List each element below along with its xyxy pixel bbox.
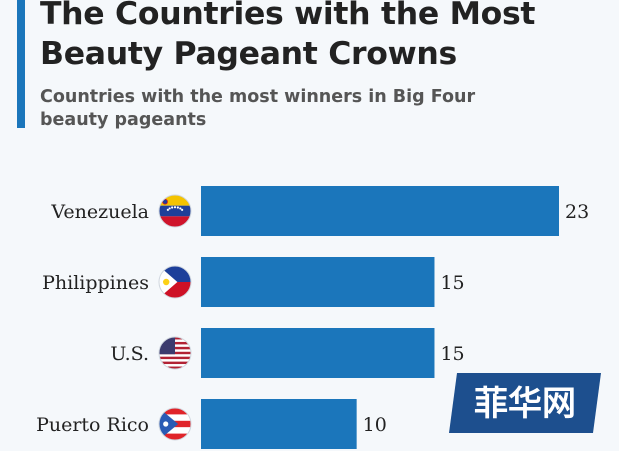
bar-row: Philippines 15 xyxy=(42,257,465,307)
bar-row: Puerto Rico 10 xyxy=(36,399,387,449)
puerto-rico-flag-icon xyxy=(158,407,192,441)
venezuela-flag-icon xyxy=(158,194,192,228)
value-label: 23 xyxy=(565,201,589,223)
bar-venezuela xyxy=(201,186,559,236)
category-label: Puerto Rico xyxy=(36,414,149,436)
bar-row: Venezuela 23 xyxy=(50,186,589,236)
watermark-logo: 菲华网 xyxy=(449,373,601,433)
category-label: Venezuela xyxy=(50,201,149,223)
value-label: 10 xyxy=(363,414,387,436)
us-flag-icon xyxy=(158,336,192,370)
watermark-text: 菲华网 xyxy=(474,384,576,424)
chart-title: The Countries with the Most Beauty Pagea… xyxy=(40,0,536,72)
category-label: U.S. xyxy=(110,343,149,365)
value-label: 15 xyxy=(440,272,464,294)
category-label: Philippines xyxy=(42,272,149,294)
bar-puerto-rico xyxy=(201,399,357,449)
chart-subtitle: Countries with the most winners in Big F… xyxy=(40,87,476,130)
bar-u-s xyxy=(201,328,435,378)
philippines-flag-icon xyxy=(158,265,192,299)
bar-row: U.S. 15 xyxy=(110,328,465,378)
value-label: 15 xyxy=(440,343,464,365)
bar-philippines xyxy=(201,257,435,307)
title-accent-bar xyxy=(17,0,25,128)
